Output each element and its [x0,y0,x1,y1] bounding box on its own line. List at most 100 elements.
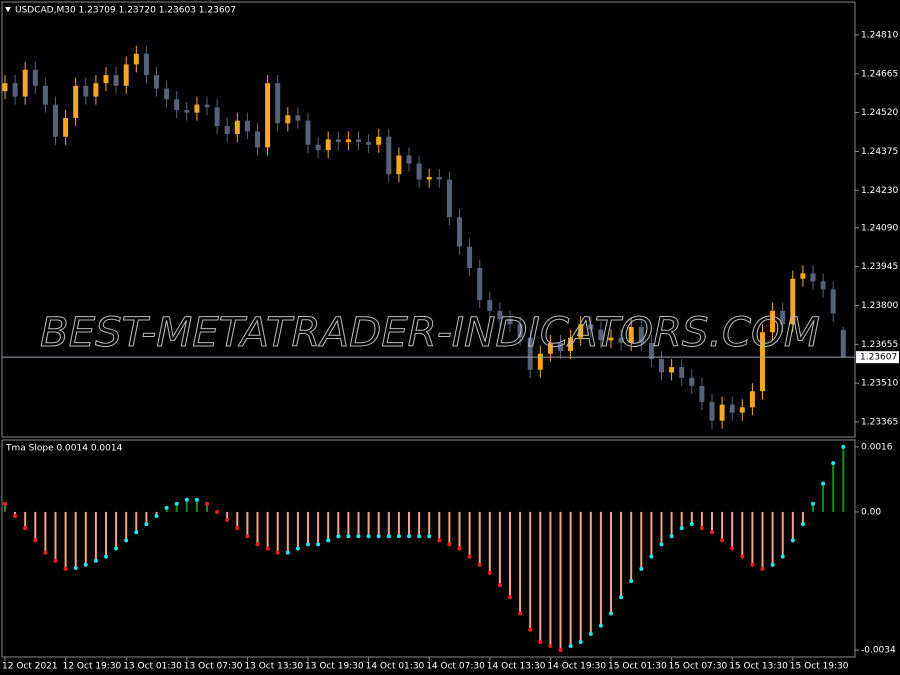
slope-dot [558,648,563,653]
slope-dot [720,538,725,543]
slope-dot [457,546,462,551]
y-tick-label: 1.24375 [861,147,898,157]
x-tick-label: 13 Oct 19:30 [305,662,364,672]
slope-dot [386,534,391,539]
slope-dot [154,513,159,518]
slope-dot [376,534,381,539]
candle-body [689,377,695,386]
slope-dot [63,566,68,571]
candle-body [699,385,705,402]
candle-body [204,104,210,108]
slope-dot [83,562,88,567]
candle-body [820,281,826,290]
slope-dot [407,534,411,539]
slope-dot [659,542,664,547]
candle-body [446,179,452,218]
slope-dot [295,546,300,551]
slope-dot [275,550,280,555]
slope-dot [124,538,129,543]
candle-body [588,324,594,330]
candle-body [527,337,533,370]
candle-body [679,367,685,378]
x-tick-label: 13 Oct 07:30 [184,662,243,672]
candle-body [123,64,129,86]
candle-body [830,289,836,314]
candle-body [517,324,523,338]
slope-dot [285,550,290,555]
y-tick-label: 1.24665 [861,69,898,79]
slope-dot [326,538,331,543]
x-tick-label: 14 Oct 19:30 [547,662,606,672]
slope-dot [821,481,826,486]
candle-body [810,273,816,282]
slope-dot [750,562,755,567]
candle-body [143,53,149,76]
candle-body [295,115,301,121]
slope-dot [23,526,28,531]
slope-dot [114,546,119,551]
slope-dot [518,611,523,616]
candle-body [53,104,58,137]
candle-body [487,300,493,311]
candle-body [133,53,139,65]
plot-layer: 1.24810 1.24665 1.24520 1.24375 1.24230 1.240… [2,30,899,672]
slope-dot [396,534,401,539]
slope-dot [619,595,624,600]
slope-dot [225,518,230,523]
slope-dot [33,538,38,543]
slope-dot [598,623,603,628]
slope-dot [245,534,250,539]
price-label-box [856,351,899,364]
candle-body [83,85,89,97]
y-tick-label: 1.24230 [861,186,898,196]
slope-dot [699,526,704,531]
candle-body [22,69,28,97]
slope-dot [669,534,674,539]
slope-dot [639,566,644,571]
slope-dot [417,534,422,539]
slope-dot [3,501,7,506]
x-tick-label: 15 Oct 19:30 [790,662,849,672]
candle-body [73,85,79,118]
candle-body [497,310,503,319]
candle-body [244,120,250,132]
slope-dot [306,542,310,547]
x-tick-label: 13 Oct 13:30 [244,662,303,672]
candle-body [345,139,351,143]
slope-dot [740,554,745,559]
candle-body [800,273,806,279]
indicator-panel [1,439,856,658]
candle-body [598,329,604,341]
candle-body [234,120,240,135]
candle-body [154,75,159,89]
candle-body [32,69,38,86]
slope-dot [528,627,533,632]
slope-dot [346,534,351,539]
candle-body [770,310,776,333]
candle-body [507,318,513,325]
candle-body [103,75,109,84]
slope-dot [255,542,260,547]
indicator-title: Tma Slope 0.0014 0.0014 [5,444,123,454]
candle-body [709,401,715,421]
slope-dot [477,562,482,567]
slope-dot [215,509,220,514]
candle-body [780,310,786,325]
candle-body [305,120,311,145]
y-tick-label: 1.24520 [861,108,898,118]
x-tick-label: 12 Oct 2021 [2,662,58,672]
candle-body [335,139,341,143]
slope-dot [164,505,169,510]
slope-dot [184,497,189,502]
y-tick-label: 1.24810 [861,30,898,40]
slope-dot [467,554,472,559]
candle-body [406,155,412,164]
candle-body [113,75,119,86]
slope-dot [760,566,765,571]
candle-body [194,104,200,113]
slope-dot [53,558,58,563]
slope-dot [447,542,452,547]
x-tick-label: 13 Oct 01:30 [123,662,182,672]
candle-body [749,391,755,408]
x-tick-label: 15 Oct 13:30 [729,662,788,672]
